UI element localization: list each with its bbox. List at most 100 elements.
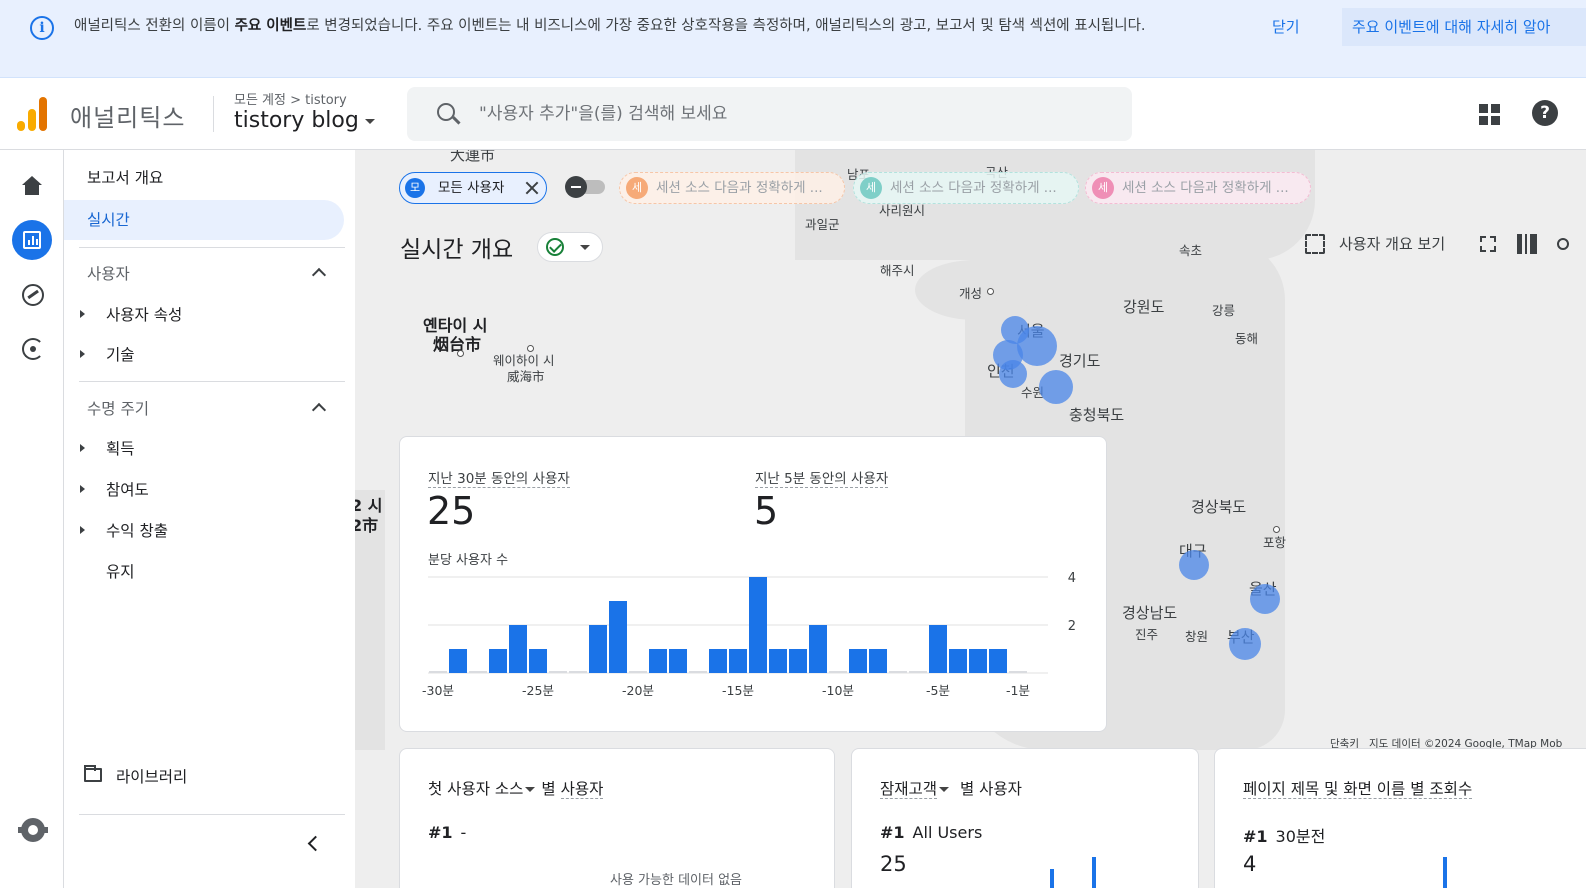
card-title-text[interactable]: 페이지 제목 및 화면 이름 별 조회수 xyxy=(1243,780,1473,799)
bar[interactable] xyxy=(949,649,967,673)
expand-arrow-icon[interactable] xyxy=(80,310,85,318)
bar[interactable] xyxy=(649,649,667,673)
nav-library[interactable]: 라이브러리 xyxy=(116,768,188,786)
bar[interactable] xyxy=(889,671,907,673)
users-per-minute-chart[interactable]: 2 4 -30분 -25분 -20분 -15분 -10분 -5분 -1분 xyxy=(400,437,1108,733)
bar[interactable] xyxy=(529,649,547,673)
users-5min-label[interactable]: 지난 5분 동안의 사용자 xyxy=(755,467,889,488)
expand-arrow-icon[interactable] xyxy=(80,350,85,358)
bar[interactable] xyxy=(729,649,747,673)
expand-arrow-icon[interactable] xyxy=(80,485,85,493)
chevron-down-icon xyxy=(364,118,375,124)
bar[interactable] xyxy=(869,649,887,673)
share-icon[interactable] xyxy=(1557,238,1569,250)
bar[interactable] xyxy=(789,649,807,673)
analytics-logo-icon[interactable] xyxy=(17,97,49,131)
apps-grid-icon[interactable] xyxy=(1479,104,1501,126)
explore-button[interactable] xyxy=(12,274,52,314)
property-selector[interactable]: tistory blog xyxy=(234,108,375,133)
bar[interactable] xyxy=(809,625,827,673)
chevron-up-icon[interactable] xyxy=(311,402,327,418)
bar[interactable] xyxy=(449,649,467,673)
bar[interactable] xyxy=(829,671,847,673)
nav-user-attributes[interactable]: 사용자 속성 xyxy=(106,306,183,324)
map-bubble[interactable] xyxy=(1179,550,1209,580)
product-name[interactable]: 애널리틱스 xyxy=(70,104,186,132)
bar[interactable] xyxy=(909,671,927,673)
reports-button[interactable] xyxy=(12,220,52,260)
bar[interactable] xyxy=(1009,671,1027,673)
bar[interactable] xyxy=(929,625,947,673)
map-attribution[interactable]: 단축키 지도 데이터 ©2024 Google, TMap Mob xyxy=(1330,736,1562,751)
segment-chip-all-users[interactable]: 모 모든 사용자 xyxy=(399,172,547,204)
bar[interactable] xyxy=(489,649,507,673)
nav-section-lifecycle[interactable]: 수명 주기 xyxy=(87,400,149,418)
banner-message-pre: 애널리틱스 전환의 이름이 xyxy=(74,18,235,34)
bar[interactable] xyxy=(609,601,627,673)
bar[interactable] xyxy=(509,625,527,673)
help-icon[interactable]: ? xyxy=(1532,100,1558,126)
search-input[interactable] xyxy=(479,100,1079,128)
bar[interactable] xyxy=(429,671,447,673)
map-bubble[interactable] xyxy=(999,360,1027,388)
nav-retention[interactable]: 유지 xyxy=(106,563,135,581)
map-shortcuts-link[interactable]: 단축키 xyxy=(1330,738,1359,750)
bar[interactable] xyxy=(969,649,987,673)
bar[interactable] xyxy=(549,671,567,673)
bar[interactable] xyxy=(849,649,867,673)
bar[interactable] xyxy=(569,671,587,673)
bar[interactable] xyxy=(689,671,707,673)
home-button[interactable] xyxy=(12,166,52,206)
account-breadcrumb[interactable]: 모든 계정 > tistory xyxy=(234,93,347,108)
metric-label[interactable]: 사용자 xyxy=(560,780,604,799)
search-bar[interactable] xyxy=(407,87,1132,141)
nav-tech[interactable]: 기술 xyxy=(106,346,135,364)
users-30min-label[interactable]: 지난 30분 동안의 사용자 xyxy=(428,467,570,488)
advertising-button[interactable] xyxy=(12,328,52,368)
bar[interactable] xyxy=(749,577,767,673)
gear-icon[interactable] xyxy=(18,818,48,842)
chevron-down-icon[interactable] xyxy=(939,787,950,792)
bar[interactable] xyxy=(989,649,1007,673)
data-status-dropdown[interactable] xyxy=(537,232,603,262)
nav-engagement[interactable]: 참여도 xyxy=(106,481,149,499)
card-title[interactable]: 첫 사용자 소스 별 사용자 xyxy=(428,777,604,799)
nav-acquisition[interactable]: 획득 xyxy=(106,440,135,458)
banner-close-link[interactable]: 닫기 xyxy=(1272,18,1300,36)
nav-realtime[interactable]: 실시간 xyxy=(64,200,344,240)
bar[interactable] xyxy=(709,649,727,673)
fullscreen-icon[interactable] xyxy=(1480,236,1496,252)
map-bubble[interactable] xyxy=(1039,370,1073,404)
comparison-chip-2[interactable]: 세 세션 소스 다음과 정확하게 ... xyxy=(853,172,1079,204)
dimension-selector[interactable]: 잠재고객 xyxy=(880,780,938,799)
segment-badge: 모 xyxy=(405,178,425,198)
expand-arrow-icon[interactable] xyxy=(80,444,85,452)
map-land xyxy=(915,260,1035,320)
dimension-selector[interactable]: 첫 사용자 소스 xyxy=(428,780,524,798)
chevron-up-icon[interactable] xyxy=(311,267,327,283)
mini-bar xyxy=(1050,869,1054,888)
nav-monetization[interactable]: 수익 창출 xyxy=(106,522,168,540)
bar[interactable] xyxy=(469,671,487,673)
bar[interactable] xyxy=(769,649,787,673)
bar[interactable] xyxy=(629,671,647,673)
map-bubble[interactable] xyxy=(1017,326,1057,366)
chevron-down-icon[interactable] xyxy=(525,787,536,792)
bar[interactable] xyxy=(589,625,607,673)
collapse-nav-icon[interactable] xyxy=(307,835,324,852)
comparison-toggle[interactable] xyxy=(565,176,607,198)
bar[interactable] xyxy=(669,649,687,673)
card-title[interactable]: 페이지 제목 및 화면 이름 별 조회수 xyxy=(1243,777,1473,799)
learn-more-button[interactable]: 주요 이벤트에 대해 자세히 알아 xyxy=(1342,8,1586,46)
close-icon[interactable] xyxy=(524,180,540,196)
nav-reports-overview[interactable]: 보고서 개요 xyxy=(87,169,164,187)
map-bubble[interactable] xyxy=(1250,584,1280,614)
card-title[interactable]: 잠재고객 별 사용자 xyxy=(880,777,1022,799)
compare-icon[interactable] xyxy=(1517,234,1539,254)
expand-arrow-icon[interactable] xyxy=(80,526,85,534)
comparison-chip-1[interactable]: 세 세션 소스 다음과 정확하게 ... xyxy=(619,172,845,204)
comparison-chip-3[interactable]: 세 세션 소스 다음과 정확하게 ... xyxy=(1085,172,1311,204)
folder-icon[interactable] xyxy=(84,765,102,782)
map-bubble[interactable] xyxy=(1229,628,1261,660)
nav-section-user[interactable]: 사용자 xyxy=(87,265,130,283)
